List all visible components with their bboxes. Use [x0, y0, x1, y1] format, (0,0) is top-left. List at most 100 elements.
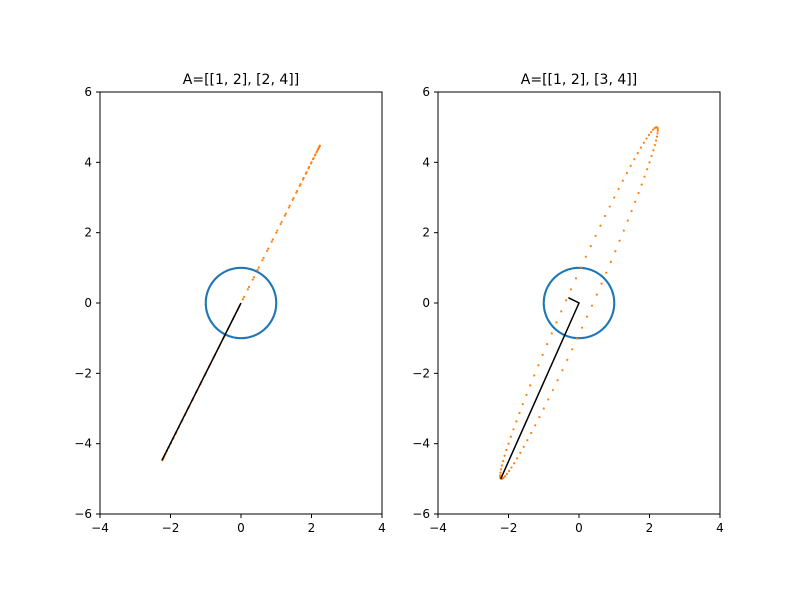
transformed-point: [574, 277, 578, 280]
transformed-point: [510, 466, 513, 469]
transformed-point: [317, 146, 321, 149]
transformed-point: [302, 176, 305, 180]
transformed-point: [622, 229, 625, 232]
transformed-point: [287, 206, 290, 209]
transformed-point: [500, 464, 504, 467]
transformed-point: [513, 462, 516, 465]
transformed-point: [296, 189, 299, 193]
transformed-point: [262, 256, 265, 260]
transformed-point: [600, 282, 603, 285]
transformed-point: [308, 165, 311, 169]
transformed-point: [252, 276, 256, 279]
transformed-point: [315, 150, 318, 153]
y-tick-label: 0: [84, 296, 92, 310]
transformed-point: [654, 139, 658, 142]
x-tick-label: −4: [91, 521, 109, 535]
subplot-right-title: A=[[1, 2], [3, 4]]: [521, 72, 637, 88]
transformed-point: [599, 224, 602, 227]
transformed-point: [633, 158, 636, 161]
transformed-point: [534, 424, 537, 427]
transformed-point: [561, 369, 564, 372]
transformed-point: [648, 161, 651, 164]
unit-circle-point: [613, 303, 616, 306]
y-tick-label: 0: [422, 296, 430, 310]
transformed-point: [595, 293, 598, 296]
transformed-point: [551, 388, 554, 392]
transformed-point: [576, 337, 579, 340]
transformed-point: [656, 129, 659, 132]
transformed-point: [579, 266, 582, 269]
transformed-point: [647, 133, 651, 137]
transformed-point: [646, 168, 649, 171]
transformed-point: [247, 285, 251, 289]
transformed-point: [608, 205, 611, 208]
transformed-point: [257, 266, 260, 269]
transformed-point: [643, 175, 646, 178]
transformed-point: [507, 469, 511, 473]
transformed-point: [617, 187, 620, 190]
transformed-point: [656, 132, 659, 135]
transformed-point: [625, 171, 628, 175]
transformed-point: [609, 260, 612, 263]
transformed-point: [515, 420, 518, 423]
transformed-point: [541, 353, 544, 356]
x-tick-label: 2: [308, 521, 316, 535]
transformed-point: [634, 200, 637, 203]
transformed-point: [246, 288, 249, 291]
transformed-point: [556, 379, 559, 382]
transformed-point: [275, 231, 278, 234]
transformed-point: [529, 384, 532, 387]
transformed-point: [314, 153, 317, 156]
transformed-point: [639, 146, 643, 149]
transformed-point: [251, 278, 254, 281]
transformed-point: [533, 374, 536, 377]
transformed-point: [522, 445, 525, 448]
transformed-point: [525, 393, 528, 397]
transformed-point: [502, 459, 505, 463]
y-tick-label: 6: [422, 85, 430, 99]
transformed-point: [594, 234, 597, 237]
transformed-point: [546, 343, 549, 346]
transformed-point: [292, 197, 295, 200]
transformed-point: [299, 183, 302, 186]
transformed-point: [584, 255, 587, 258]
transformed-point: [652, 149, 655, 152]
transformed-point: [515, 457, 519, 460]
transformed-point: [655, 135, 659, 138]
transformed-point: [305, 171, 308, 174]
transformed-point: [279, 222, 282, 226]
unit-circle-point: [275, 303, 278, 306]
y-tick-label: −2: [74, 366, 92, 380]
eigen-line: [161, 302, 242, 461]
y-tick-label: 6: [84, 85, 92, 99]
transformed-point: [613, 196, 616, 199]
transformed-point: [499, 468, 503, 471]
transformed-point: [585, 315, 589, 318]
transformed-point: [507, 442, 510, 445]
y-tick-label: −2: [412, 366, 430, 380]
transformed-point: [538, 416, 541, 419]
transformed-point: [288, 204, 291, 207]
x-tick-label: 2: [646, 521, 654, 535]
transformed-point: [291, 198, 294, 201]
transformed-point: [560, 310, 563, 313]
x-tick-label: −4: [429, 521, 447, 535]
transformed-point: [505, 472, 509, 476]
transformed-point: [580, 326, 584, 329]
x-tick-label: 0: [575, 521, 583, 535]
transformed-point: [630, 209, 633, 213]
transformed-point: [542, 407, 545, 410]
y-tick-label: −6: [74, 507, 92, 521]
transformed-point: [521, 403, 524, 406]
transformed-point: [626, 219, 629, 222]
transformed-point: [550, 332, 553, 335]
x-tick-label: −2: [162, 521, 180, 535]
transformed-point: [566, 358, 569, 361]
transformed-point: [571, 348, 574, 351]
